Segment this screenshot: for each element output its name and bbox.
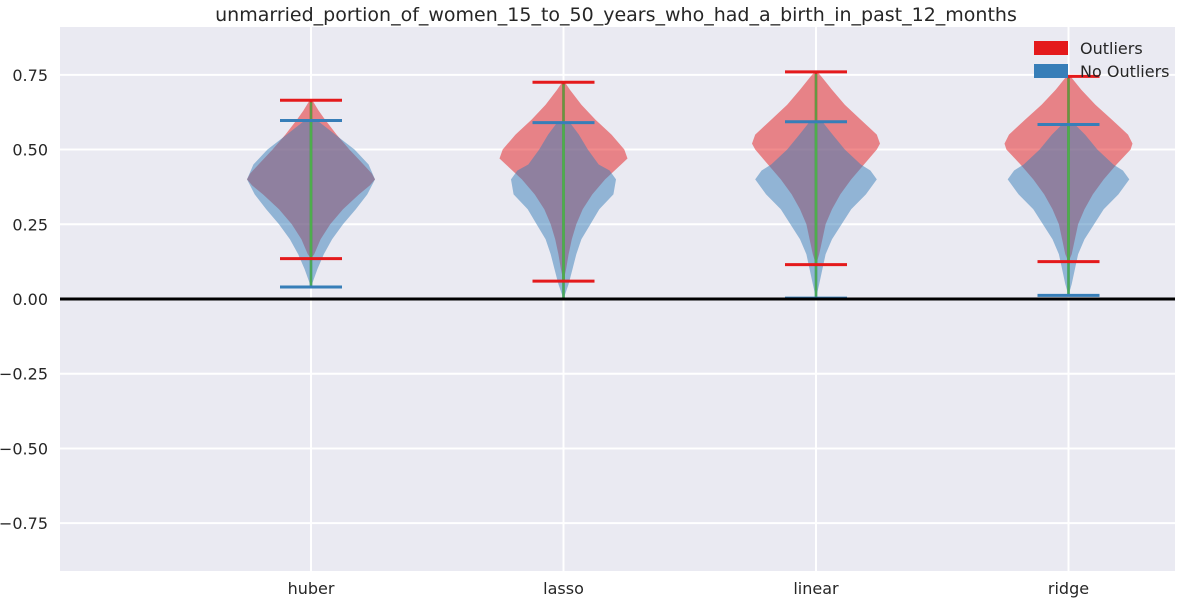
- x-axis-ticks: huber lasso linear ridge: [288, 579, 1090, 598]
- y-tick-label: −0.50: [0, 439, 48, 458]
- x-tick-label: huber: [288, 579, 335, 598]
- y-axis-ticks: −0.75 −0.50 −0.25 0.00 0.25 0.50 0.75: [0, 66, 48, 533]
- y-tick-label: 0.50: [12, 141, 48, 160]
- x-tick-label: ridge: [1048, 579, 1089, 598]
- chart-title: unmarried_portion_of_women_15_to_50_year…: [215, 4, 1017, 26]
- y-tick-label: −0.25: [0, 365, 48, 384]
- y-tick-label: 0.25: [12, 215, 48, 234]
- y-tick-label: 0.00: [12, 290, 48, 309]
- y-tick-label: 0.75: [12, 66, 48, 85]
- legend-label: No Outliers: [1080, 62, 1170, 81]
- legend-swatch-outliers: [1034, 41, 1068, 55]
- legend-label: Outliers: [1080, 39, 1143, 58]
- legend: Outliers No Outliers: [1034, 39, 1170, 81]
- y-tick-label: −0.75: [0, 514, 48, 533]
- x-tick-label: linear: [793, 579, 839, 598]
- x-tick-label: lasso: [543, 579, 584, 598]
- legend-swatch-no-outliers: [1034, 64, 1068, 78]
- violins: [247, 70, 1133, 301]
